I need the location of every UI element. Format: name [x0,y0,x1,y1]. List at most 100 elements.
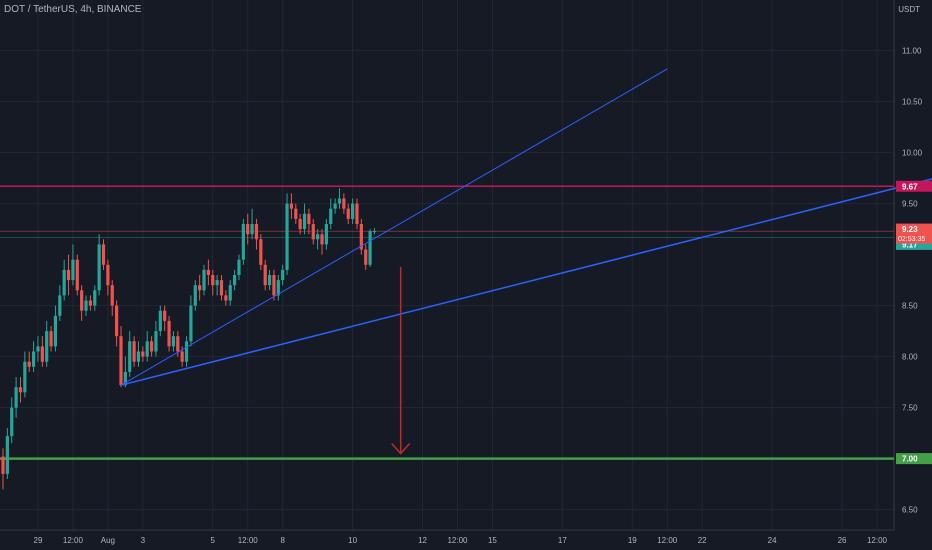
trendline [120,68,668,386]
candle-body [5,436,9,474]
candle-body [246,224,250,235]
candle-body [184,341,189,362]
x-tick-label: Aug [101,536,115,545]
x-tick-label: 24 [768,536,777,545]
x-tick-label: 12 [418,536,427,545]
candle-body [101,244,106,265]
candle-body [364,249,368,265]
candle-body [71,259,75,281]
x-tick-label: 5 [211,536,216,545]
trendline [120,178,932,386]
x-tick-label: 22 [698,536,707,545]
candle-body [62,269,66,296]
candle-body [346,208,350,219]
candle-body [267,275,272,286]
candle-body [176,336,180,352]
y-tick-label: 10.50 [902,98,923,107]
candle-body [298,218,302,230]
candle-body [289,203,294,209]
x-tick-label: 15 [488,536,497,545]
y-tick-label: 8.50 [902,302,918,311]
candle-body [132,341,136,362]
y-tick-label: 8.00 [902,353,918,362]
candle-body [233,275,237,286]
candle-body [84,300,88,311]
y-tick-label: 9.50 [902,200,918,209]
bid-price-tag-bg [896,238,932,250]
candle-body [189,305,193,342]
x-tick-label: 12:00 [447,536,468,545]
candle-body [119,336,123,386]
last-price-tag: 9.23 [902,225,918,234]
candle-body [14,387,18,408]
candle-body [307,213,311,224]
candle-body [36,346,40,352]
candle-body [311,224,315,240]
candle-body [123,371,127,386]
candle-body [276,280,280,296]
candle-body [167,320,171,347]
y-tick-label: 10.00 [902,149,923,158]
last-price-tag-countdown: 02:53:35 [898,236,925,243]
x-tick-label: 8 [280,536,285,545]
candle-body [355,203,359,224]
candle-body [316,234,320,240]
x-tick-label: 12:00 [63,536,84,545]
candle-body [333,203,337,209]
candle-body [368,231,372,265]
candle-body [171,336,176,347]
candle-body [110,285,114,306]
candle-body [228,285,232,301]
candle-body [359,224,363,250]
candle-body [45,331,49,362]
candle-body [10,407,14,437]
candle-body [58,295,62,316]
candle-body [224,295,228,301]
bid-price-tag: 9.17 [902,240,918,249]
candle-body [93,290,97,306]
candle-body [158,310,162,332]
candle-body [211,275,215,286]
down-arrow-head [391,442,411,455]
y-tick-label: 7.50 [902,404,918,413]
candle-body [23,361,27,393]
candle-body [272,275,276,296]
candle-body [154,331,158,352]
x-tick-label: 12:00 [867,536,888,545]
candle-body [31,351,36,367]
candle-body [337,198,342,204]
candle-body [141,351,145,357]
candle-body [136,351,141,362]
candle-body [241,224,245,260]
candle-body [254,224,259,240]
candle-body [149,341,154,352]
last-price-tag-bg [896,223,932,244]
candle-body [75,259,79,291]
candle-body [128,341,132,372]
candle-body [206,269,210,275]
currency-label: USDT [898,5,920,14]
candle-body [18,387,23,393]
candle-body [219,280,224,296]
candle-body [88,300,92,306]
candle-body [302,213,307,230]
y-tick-label: 6.50 [902,506,918,515]
symbol-title[interactable]: DOT / TetherUS, 4h, BINANCE [4,4,142,15]
x-tick-label: 17 [558,536,567,545]
y-tick-label: 11.00 [902,47,922,56]
candle-body [145,341,149,357]
candle-body [80,290,84,311]
candle-body [285,203,289,270]
x-tick-label: 19 [628,536,637,545]
candle-body [324,224,328,245]
candle-body [250,224,254,235]
candle-body [294,208,298,219]
candle-body [263,264,267,286]
candle-body [202,269,206,291]
level-price-tag-bg [896,453,932,465]
candle-body [163,310,167,321]
candle-body [351,203,355,219]
level-price-tag-bg [896,180,932,192]
candle-body [193,285,197,306]
